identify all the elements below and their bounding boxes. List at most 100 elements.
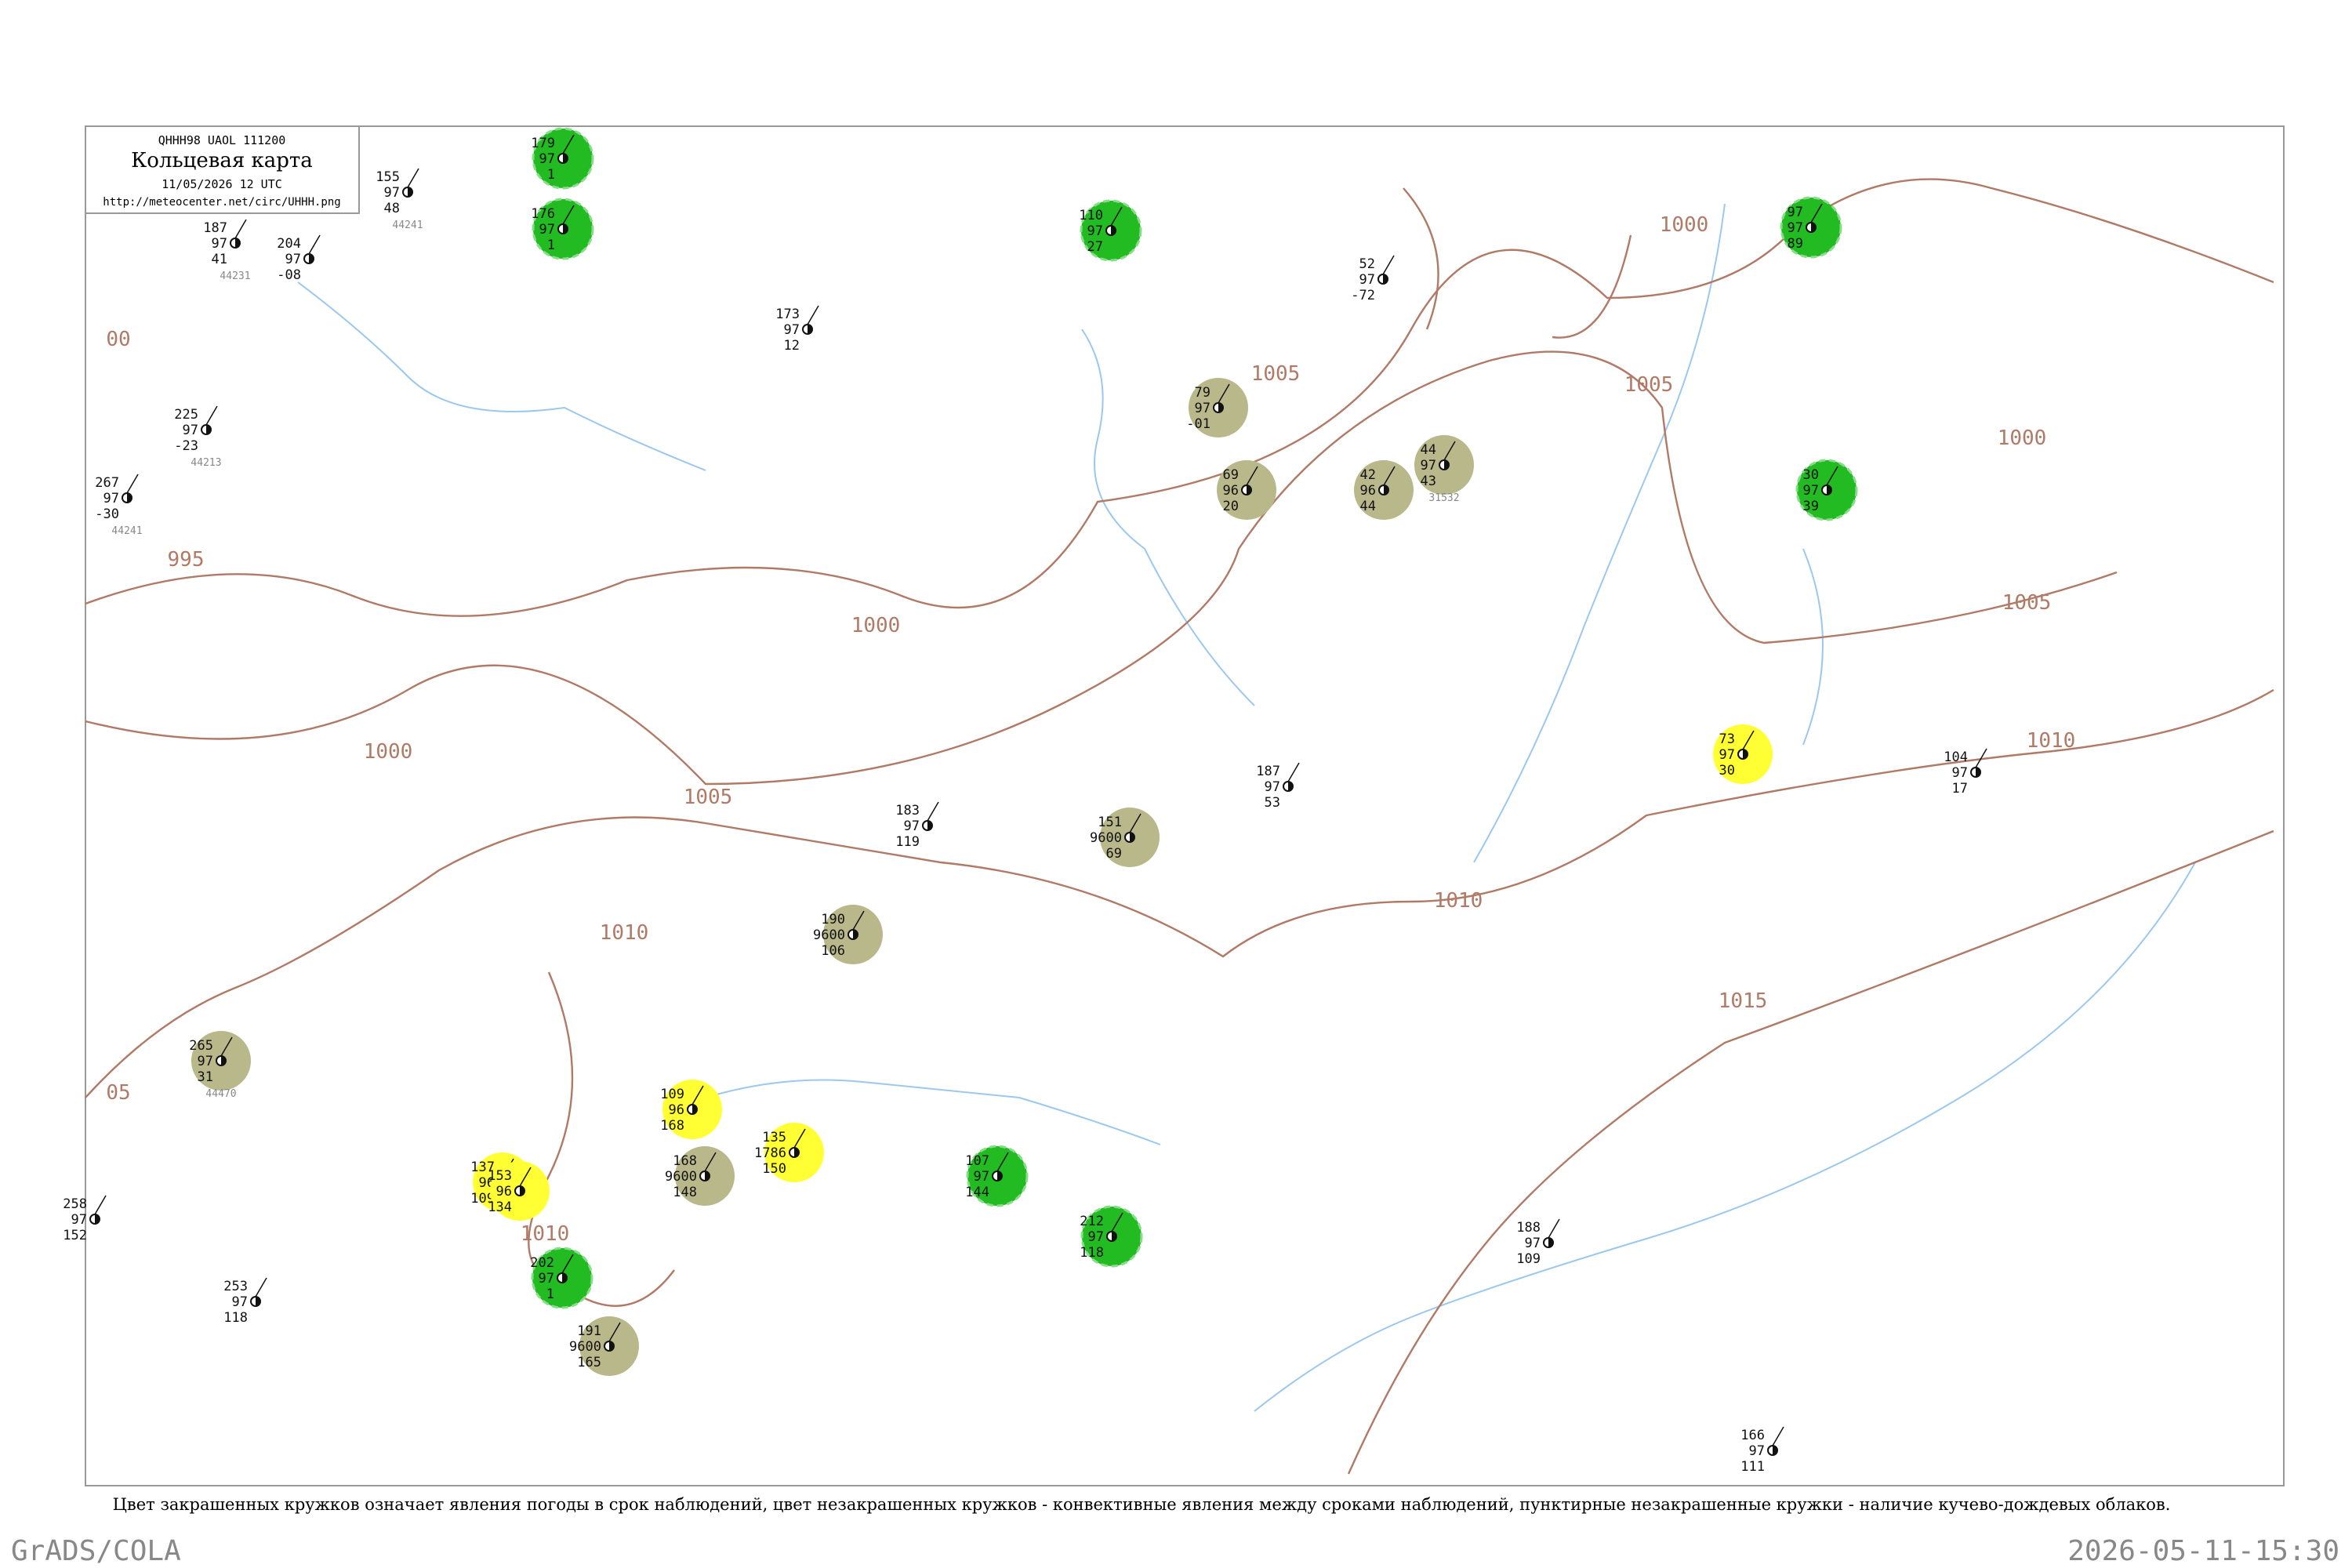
- isobar-label: 1010: [600, 921, 649, 945]
- header-box: QHHH98 UAOL 111200 Кольцевая карта 11/05…: [85, 125, 360, 214]
- wind-barb: [561, 1254, 574, 1274]
- station-pres: 97: [904, 818, 920, 834]
- station-cloud: [1773, 1446, 1777, 1455]
- river: [1254, 862, 2196, 1412]
- wind-barb: [927, 801, 939, 822]
- station-pres: 96: [669, 1102, 684, 1118]
- station-pres: 97: [285, 252, 301, 267]
- station-temp: 153: [488, 1168, 512, 1184]
- legend-caption: Цвет закрашенных кружков означает явлени…: [113, 1495, 2171, 1514]
- header-code: QHHH98 UAOL 111200: [158, 133, 286, 147]
- isobar: [1347, 829, 2274, 1475]
- station-pres: 97: [384, 185, 400, 201]
- station-temp: 79: [1195, 385, 1210, 401]
- isobar-labels: 1000 1005 1010 1000 995 00 05 1005 1005 1000 1000 1…: [106, 213, 2075, 1246]
- wind-barb: [1383, 466, 1396, 486]
- station-dew: 27: [1087, 239, 1103, 255]
- wind-barb: [807, 305, 819, 325]
- station-dew: 1: [547, 167, 555, 183]
- header-time: 11/05/2026 12 UTC: [162, 177, 282, 191]
- wind-barb: [308, 234, 321, 255]
- station-pres: 97: [1719, 747, 1735, 763]
- wind-barb: [1826, 466, 1838, 486]
- station-cloud: [927, 821, 932, 830]
- station-dew: 44: [1360, 499, 1376, 514]
- station-pres: 1786: [754, 1145, 786, 1161]
- wind-barb: [1382, 255, 1395, 275]
- isobar-label: 1000: [1998, 426, 2047, 450]
- station-pres: 97: [1749, 1443, 1765, 1459]
- station-dew: 109: [1516, 1251, 1541, 1267]
- station-cloud: [1811, 223, 1816, 232]
- station-temp: 225: [174, 407, 198, 423]
- station-dew: -30: [95, 506, 119, 522]
- station-temp: 258: [63, 1196, 87, 1212]
- station-cloud: [1384, 485, 1388, 495]
- station-pres: 97: [539, 222, 555, 238]
- isobar-label: 995: [168, 548, 205, 572]
- river: [1802, 548, 1824, 746]
- station-temp: 187: [1256, 764, 1280, 779]
- station-dew: -72: [1351, 288, 1375, 303]
- station-dew: 111: [1740, 1459, 1765, 1475]
- station-temp: 97: [1788, 205, 1803, 220]
- station-pres: 96: [1223, 483, 1239, 499]
- isobar-label: 1005: [1624, 373, 1674, 397]
- station-cloud: [1112, 1232, 1116, 1241]
- isobar-label: 1010: [2027, 729, 2076, 753]
- station-pres: 9600: [665, 1169, 697, 1185]
- station-temp: 168: [673, 1153, 697, 1169]
- timestamp: 2026-05-11-15:30: [2067, 1535, 2339, 1567]
- station-pres: 9600: [813, 927, 845, 943]
- wind-barb: [1975, 748, 1987, 768]
- station-cloud: [853, 930, 858, 939]
- station-pres: 97: [71, 1212, 87, 1228]
- station-pres: 97: [198, 1054, 213, 1069]
- header-frame: [85, 125, 360, 214]
- station-dew: 12: [784, 338, 800, 354]
- isobar-label: 1000: [1660, 213, 1709, 237]
- wind-barb: [205, 405, 218, 426]
- station-dew: 109: [470, 1191, 495, 1207]
- station-dew: 17: [1952, 781, 1968, 797]
- station-temp: 253: [223, 1279, 248, 1294]
- wind-barb: [1287, 762, 1300, 782]
- station-dew: 53: [1265, 795, 1280, 811]
- station-temp: 204: [277, 236, 301, 252]
- station-dew: 69: [1106, 846, 1122, 862]
- isobar: [1552, 234, 1632, 339]
- station-id: 44470: [205, 1088, 236, 1100]
- station-pres: 96: [496, 1184, 512, 1200]
- station-cloud: [609, 1341, 614, 1351]
- river: [1473, 203, 1726, 863]
- station-pres: 97: [1952, 765, 1968, 781]
- station-cloud: [221, 1056, 226, 1065]
- station-pres: 97: [1087, 223, 1103, 239]
- station-cloud: [206, 425, 211, 434]
- station-pres: 97: [1803, 483, 1819, 499]
- wind-barb: [1110, 206, 1123, 227]
- station-cloud: [562, 1273, 567, 1283]
- station-cloud: [520, 1186, 524, 1196]
- isobars: [85, 178, 2274, 1475]
- wind-barb: [1443, 441, 1456, 461]
- station-pres: 97: [1359, 272, 1375, 288]
- station-temp: 110: [1079, 208, 1103, 223]
- station-cloud: [1743, 750, 1748, 759]
- wind-barb: [1742, 730, 1755, 750]
- station-pres: 97: [1265, 779, 1280, 795]
- wind-barb: [234, 219, 247, 239]
- station-cloud: [563, 154, 568, 163]
- station-dew: 165: [577, 1355, 601, 1370]
